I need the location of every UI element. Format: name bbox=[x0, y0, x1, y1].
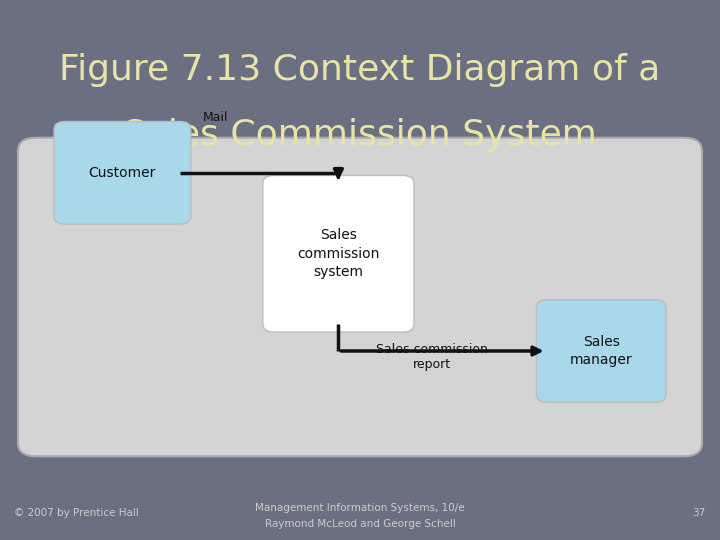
FancyBboxPatch shape bbox=[536, 300, 666, 402]
Text: Sales
manager: Sales manager bbox=[570, 335, 632, 367]
Text: Raymond McLeod and George Schell: Raymond McLeod and George Schell bbox=[264, 519, 456, 529]
FancyBboxPatch shape bbox=[18, 138, 702, 456]
Text: Customer: Customer bbox=[89, 166, 156, 180]
Text: 37: 37 bbox=[693, 508, 706, 518]
FancyBboxPatch shape bbox=[54, 122, 191, 224]
Text: Mail: Mail bbox=[203, 111, 229, 124]
FancyBboxPatch shape bbox=[263, 176, 414, 332]
Text: Sales commission
report: Sales commission report bbox=[376, 343, 488, 371]
Text: Sales
commission
system: Sales commission system bbox=[297, 228, 379, 279]
Text: Figure 7.13 Context Diagram of a: Figure 7.13 Context Diagram of a bbox=[59, 53, 661, 87]
Text: Management Information Systems, 10/e: Management Information Systems, 10/e bbox=[255, 503, 465, 512]
Text: © 2007 by Prentice Hall: © 2007 by Prentice Hall bbox=[14, 508, 139, 518]
Text: Sales Commission System: Sales Commission System bbox=[123, 118, 597, 152]
